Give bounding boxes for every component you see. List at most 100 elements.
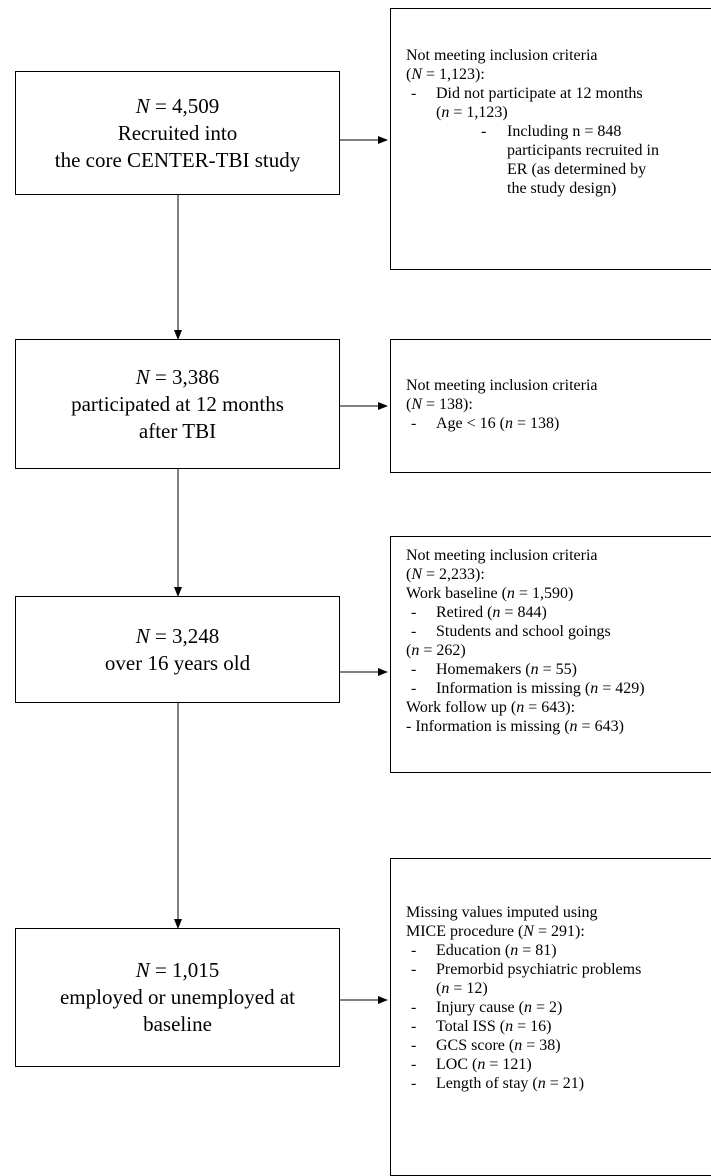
exclusion-box-1: Not meeting inclusion criteria (N = 1,123… [390, 8, 711, 270]
row-text: Length of stay (n = 21) [436, 1075, 585, 1092]
row-text: Did not participate at 12 months [436, 85, 643, 102]
bullet-dash: - [411, 1075, 417, 1092]
main-box-line: participated at 12 months [71, 391, 284, 416]
box-row: ER (as determined by [406, 160, 711, 179]
box-row: (n = 1,123) [406, 103, 711, 122]
row-text: Homemakers (n = 55) [436, 661, 577, 678]
row-text: ER (as determined by [507, 161, 647, 178]
bullet-dash: - [411, 1056, 417, 1073]
box-header-count: MICE procedure (N = 291): [406, 922, 711, 941]
exclusion-box-3: Not meeting inclusion criteria (N = 2,233… [390, 536, 711, 773]
row-text: LOC (n = 121) [436, 1056, 532, 1073]
row-text: Missing values imputed using [406, 904, 598, 921]
row-text: (n = 12) [436, 980, 488, 997]
bullet-dash: - [411, 604, 417, 621]
row-text: GCS score (n = 38) [436, 1037, 561, 1054]
bullet-dash: - [411, 1018, 417, 1035]
box-row: (n = 12) [406, 979, 711, 998]
box-row: - Homemakers (n = 55) [406, 660, 711, 679]
row-text: (N = 2,233): [406, 566, 485, 583]
bullet-dash: - [411, 680, 417, 697]
box-header: Not meeting inclusion criteria [406, 376, 711, 395]
main-box-line: after TBI [138, 418, 217, 443]
box-header: Missing values imputed using [406, 903, 711, 922]
box-header-count: (N = 138): [406, 395, 711, 414]
box-row: - Students and school goings [406, 622, 711, 641]
main-box-line: over 16 years old [104, 650, 251, 675]
bullet-dash: - [411, 623, 417, 640]
bullet-dash: - [481, 123, 487, 140]
count-value: = 3,386 [149, 364, 220, 389]
bullet-dash: - [411, 961, 417, 978]
box-row: - Information is missing (n = 643) [406, 717, 711, 736]
row-text: Injury cause (n = 2) [436, 999, 563, 1016]
box-row: - Including n = 848 [406, 122, 711, 141]
bullet-dash: - [411, 415, 417, 432]
row-text: - Information is missing (n = 643) [406, 718, 624, 735]
box-row: - Total ISS (n = 16) [406, 1017, 711, 1036]
box-row: - Age < 16 (n = 138) [406, 414, 711, 433]
row-text: Education (n = 81) [436, 942, 557, 959]
main-box-employed: N = 1,015 employed or unemployed at base… [15, 928, 340, 1067]
main-box-count: N = 3,386 [135, 364, 220, 389]
box-header: Not meeting inclusion criteria [406, 546, 711, 565]
row-text: MICE procedure (N = 291): [406, 923, 585, 940]
box-row: - Information is missing (n = 429) [406, 679, 711, 698]
box-row: (n = 262) [406, 641, 711, 660]
row-text: Not meeting inclusion criteria [406, 47, 598, 64]
box-header: Not meeting inclusion criteria [406, 46, 711, 65]
count-value: = 3,248 [149, 623, 220, 648]
box-row: - Did not participate at 12 months [406, 84, 711, 103]
box-row: - Length of stay (n = 21) [406, 1074, 711, 1093]
main-box-over-16: N = 3,248 over 16 years old [15, 596, 340, 703]
main-box-participated: N = 3,386 participated at 12 months afte… [15, 339, 340, 469]
box-row: - GCS score (n = 38) [406, 1036, 711, 1055]
row-text: Information is missing (n = 429) [436, 680, 645, 697]
box-header-count: (N = 1,123): [406, 65, 711, 84]
imputation-box: Missing values imputed using MICE procedu… [390, 858, 711, 1176]
box-row: Work baseline (n = 1,590) [406, 584, 711, 603]
main-box-count: N = 1,015 [135, 958, 220, 982]
box-row: the study design) [406, 179, 711, 198]
box-row: Work follow up (n = 643): [406, 698, 711, 717]
box-row: - Injury cause (n = 2) [406, 998, 711, 1017]
bullet-dash: - [411, 1037, 417, 1054]
row-text: Including n = 848 [507, 123, 622, 140]
main-box-line: Recruited into [117, 120, 238, 145]
row-text: Premorbid psychiatric problems [436, 961, 642, 978]
row-text: Students and school goings [436, 623, 611, 640]
box-header-count: (N = 2,233): [406, 565, 711, 584]
box-row: - LOC (n = 121) [406, 1055, 711, 1074]
exclusion-box-2: Not meeting inclusion criteria (N = 138):… [390, 339, 711, 473]
bullet-dash: - [411, 942, 417, 959]
main-box-count: N = 3,248 [135, 623, 220, 648]
main-box-count: N = 4,509 [135, 93, 220, 118]
row-text: Not meeting inclusion criteria [406, 377, 598, 394]
box-row: participants recruited in [406, 141, 711, 160]
box-row: - Retired (n = 844) [406, 603, 711, 622]
box-row: - Education (n = 81) [406, 941, 711, 960]
row-text: (N = 1,123): [406, 66, 485, 83]
count-value: = 4,509 [149, 93, 220, 118]
main-box-recruited: N = 4,509 Recruited into the core CENTER… [15, 71, 340, 195]
bullet-dash: - [411, 999, 417, 1016]
row-text: (n = 1,123) [436, 104, 508, 121]
row-text: the study design) [507, 180, 617, 197]
row-text: Not meeting inclusion criteria [406, 547, 598, 564]
row-text: (N = 138): [406, 396, 473, 413]
row-text: Work follow up (n = 643): [406, 699, 576, 716]
main-box-line: employed or unemployed at [59, 985, 296, 1009]
main-box-line: baseline [143, 1012, 212, 1036]
row-text: Work baseline (n = 1,590) [406, 585, 574, 602]
box-row: - Premorbid psychiatric problems [406, 960, 711, 979]
bullet-dash: - [411, 85, 417, 102]
bullet-dash: - [411, 661, 417, 678]
row-text: Retired (n = 844) [436, 604, 547, 621]
main-box-line: the core CENTER-TBI study [54, 147, 301, 172]
row-text: (n = 262) [406, 642, 466, 659]
row-text: Age < 16 (n = 138) [436, 415, 560, 432]
count-value: = 1,015 [149, 958, 220, 982]
row-text: participants recruited in [507, 142, 659, 159]
row-text: Total ISS (n = 16) [436, 1018, 552, 1035]
